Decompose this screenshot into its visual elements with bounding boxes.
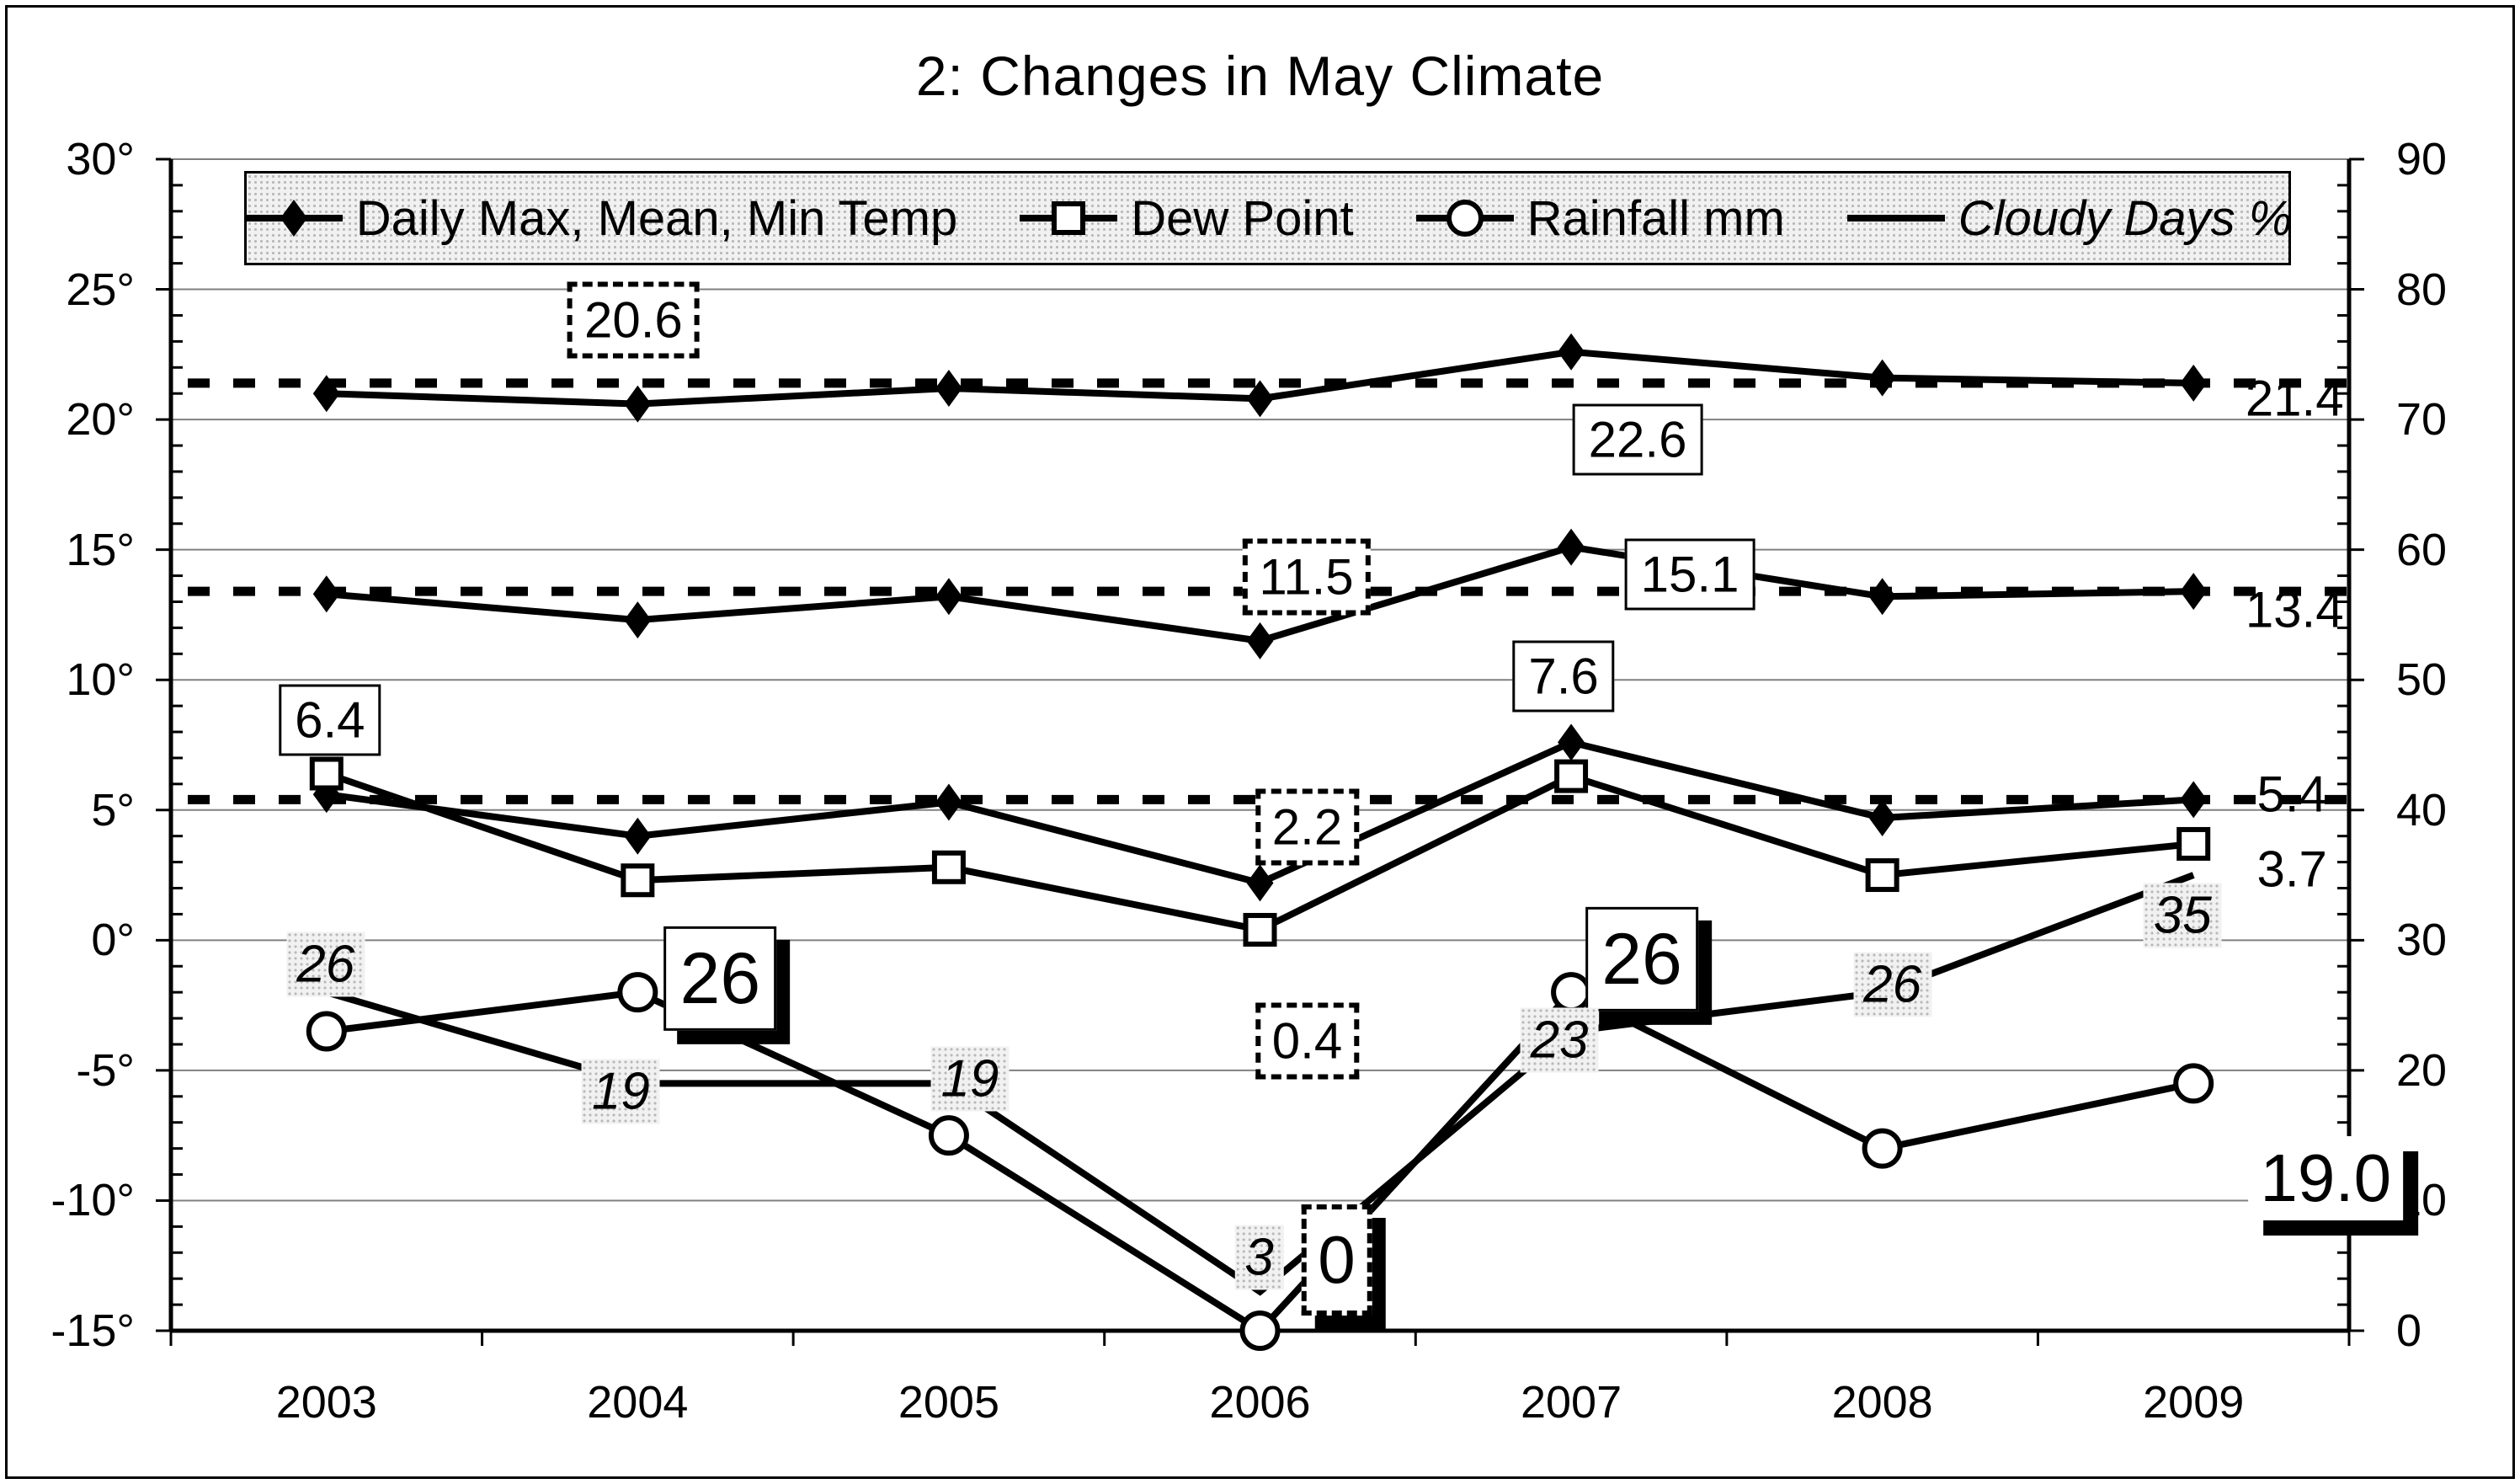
diamond-marker <box>1868 359 1896 397</box>
circle-marker <box>1446 200 1484 237</box>
diamond-marker <box>2180 573 2208 611</box>
diamond-marker <box>1558 723 1585 761</box>
circle-marker <box>928 1115 969 1156</box>
diamond-marker <box>935 578 962 616</box>
legend-item: Cloudy Days % <box>1846 190 2292 247</box>
line-legend-icon <box>1846 215 1945 222</box>
square-marker <box>309 756 344 791</box>
circle-legend-icon <box>1415 200 1514 237</box>
diamond-marker <box>312 575 340 613</box>
legend-item: Rainfall mm <box>1415 190 1785 247</box>
square-marker <box>621 863 655 898</box>
circle-marker <box>2173 1063 2214 1104</box>
diamond-marker <box>1246 380 1274 418</box>
legend-item-label: Dew Point <box>1131 190 1354 246</box>
diamond-marker <box>2180 781 2208 819</box>
legend-item-label: Cloudy Days % <box>1958 190 2293 246</box>
circle-marker <box>1239 1311 1281 1351</box>
square-marker <box>1554 759 1589 793</box>
square-marker <box>1243 912 1277 947</box>
diamond-marker <box>935 783 962 821</box>
circle-marker <box>1862 1128 1903 1169</box>
diamond-marker <box>1558 333 1585 371</box>
legend-item-label: Rainfall mm <box>1526 190 1785 246</box>
diamond-marker <box>1246 622 1274 659</box>
diamond-marker <box>280 200 307 237</box>
diamond-marker <box>935 370 962 408</box>
diamond-marker <box>1868 799 1896 837</box>
diamond-marker <box>1868 578 1896 616</box>
square-marker <box>1052 201 1086 235</box>
circle-marker <box>306 1011 347 1052</box>
diamond-legend-icon <box>244 200 343 237</box>
square-marker <box>1865 858 1899 893</box>
legend-item-label: Daily Max, Mean, Min Temp <box>355 190 958 246</box>
legend-item: Dew Point <box>1018 190 1354 247</box>
legend: Daily Max, Mean, Min Temp Dew Point Rainfa… <box>243 171 2292 265</box>
legend-item: Daily Max, Mean, Min Temp <box>243 190 958 247</box>
diamond-marker <box>624 385 652 423</box>
diamond-marker <box>624 817 652 855</box>
chart-title: 2: Changes in May Climate <box>915 45 1605 107</box>
diamond-marker <box>624 601 652 639</box>
square-legend-icon <box>1020 201 1118 235</box>
square-marker <box>2176 826 2211 861</box>
series-line-circle <box>326 988 2195 1336</box>
circle-marker <box>1551 972 1592 1013</box>
circle-marker <box>617 972 658 1013</box>
square-marker <box>931 850 966 884</box>
diamond-marker <box>1246 864 1274 902</box>
series-line-diamond <box>326 739 2194 887</box>
diamond-marker <box>1558 528 1585 566</box>
diamond-marker <box>2180 364 2208 402</box>
diamond-marker <box>312 375 340 413</box>
